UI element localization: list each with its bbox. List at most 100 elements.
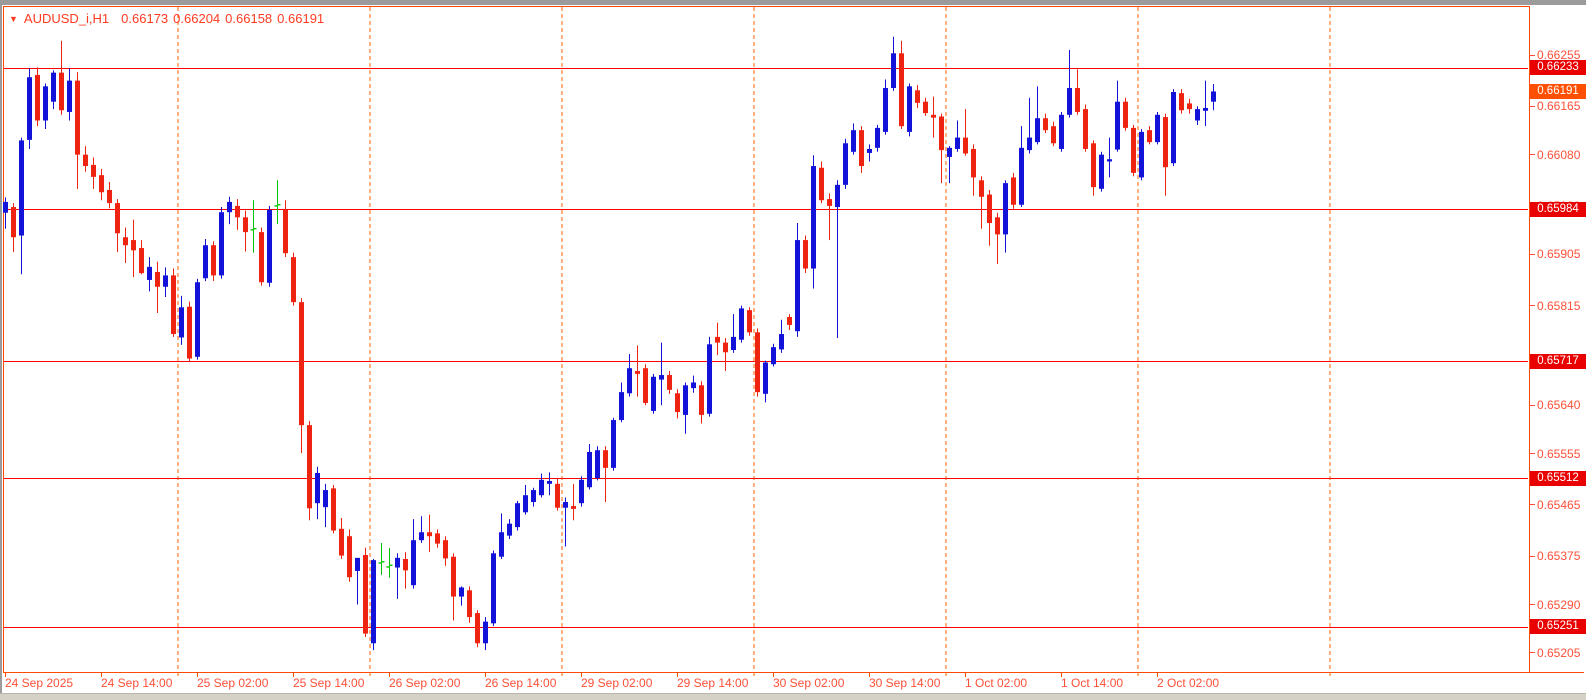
candle-body [179, 307, 184, 338]
candle-body [787, 316, 792, 325]
candle-body [987, 194, 992, 223]
candle-body [771, 347, 776, 365]
candle-body [963, 137, 968, 154]
candle-body [779, 334, 784, 350]
candle-body [979, 180, 984, 197]
candle-body [691, 382, 696, 389]
candle-body [35, 74, 40, 121]
candle-body [1203, 107, 1208, 111]
candle-body [395, 557, 400, 568]
candle-body [411, 540, 416, 586]
candle-body [731, 336, 736, 350]
candle-body [187, 306, 192, 359]
candle-body [155, 271, 160, 287]
candle-body [235, 205, 240, 218]
candle-body [531, 490, 536, 503]
candle-body [515, 503, 520, 528]
candle-body [675, 393, 680, 413]
candle-body [923, 101, 928, 114]
candle-body [1051, 126, 1056, 144]
candle-body [1131, 127, 1136, 173]
ohlc-close-value: 0.66191 [277, 11, 325, 26]
candle-body [339, 528, 344, 556]
candle-body [1059, 114, 1064, 149]
candle-body [43, 86, 48, 121]
candle-body [75, 80, 80, 155]
candle-body [1179, 93, 1184, 111]
candle-body [659, 375, 664, 380]
candle-body [523, 495, 528, 513]
candle-body [27, 77, 32, 140]
chart-frame [3, 6, 1530, 673]
candle-body [827, 199, 832, 206]
candle-body [739, 308, 744, 340]
candle-body [795, 240, 800, 332]
candle-body [107, 189, 112, 204]
candle-body [195, 282, 200, 357]
candle-body [931, 114, 936, 118]
candle-body [51, 72, 56, 102]
candle-body [907, 86, 912, 132]
candle-body [683, 385, 688, 415]
candle-body [1107, 159, 1112, 162]
candle-body [1211, 91, 1216, 102]
candle-body [1123, 101, 1128, 128]
candle-body [1067, 88, 1072, 115]
candle-body [571, 506, 576, 509]
candle-body [1155, 114, 1160, 143]
candle-body [99, 175, 104, 193]
candle-body [299, 302, 304, 426]
candle-body [1075, 88, 1080, 112]
candle-body [1003, 183, 1008, 235]
candle-body [475, 613, 480, 644]
candle-body [747, 310, 752, 333]
candle-body [667, 375, 672, 390]
candle-body [595, 450, 600, 479]
candle-body [507, 523, 512, 536]
candle-body [459, 587, 464, 597]
candle-body [451, 556, 456, 597]
candle-body [123, 237, 128, 246]
candle-body [83, 154, 88, 167]
candle-body [883, 88, 888, 132]
candle-body [259, 232, 264, 283]
candle-body [955, 137, 960, 149]
candle-body [371, 560, 376, 644]
candle-body [843, 143, 848, 185]
candle-body [867, 148, 872, 153]
candle-body [307, 425, 312, 509]
candle-body [355, 557, 360, 571]
candle-body [11, 207, 16, 238]
window-bottom-border [0, 693, 1586, 700]
candle-body [203, 245, 208, 279]
candle-body [891, 53, 896, 89]
symbol-marker-icon: ▼ [9, 14, 18, 24]
candle-body [1195, 109, 1200, 121]
candle-body [467, 590, 472, 618]
symbol-timeframe-label: AUDUSD_i,H1 [23, 11, 110, 26]
candle-body [1171, 92, 1176, 164]
candle-body [1147, 130, 1152, 143]
candle-body [643, 368, 648, 403]
candle-body [851, 130, 856, 152]
candle-body [859, 130, 864, 167]
candle-body [243, 217, 248, 233]
candle-body [499, 532, 504, 557]
candle-body [267, 209, 272, 283]
candle-body [1163, 117, 1168, 168]
candle-body [219, 212, 224, 276]
candle-body [547, 480, 552, 484]
candle-body [363, 555, 368, 634]
candle-body [803, 240, 808, 269]
candle-body [899, 53, 904, 127]
candle-body [539, 479, 544, 496]
candle-body [435, 533, 440, 544]
candle-body [835, 184, 840, 208]
ohlc-open-value: 0.66173 [121, 11, 169, 26]
candle-body [91, 164, 96, 177]
candle-body [763, 362, 768, 394]
candle-body [619, 392, 624, 421]
candle-body [811, 166, 816, 269]
